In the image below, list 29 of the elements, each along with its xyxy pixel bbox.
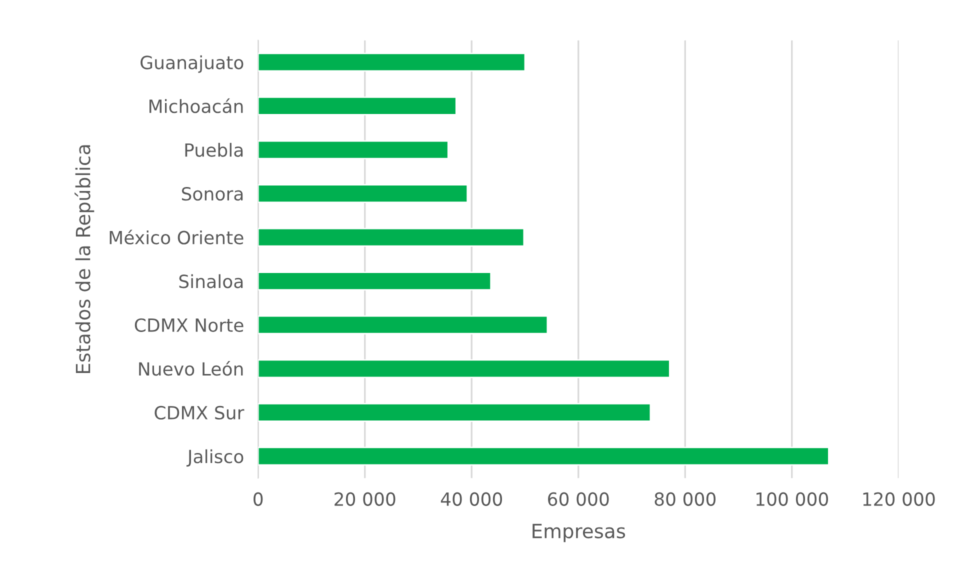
y-tick-label: Sinaloa (179, 274, 243, 288)
bar (258, 315, 548, 334)
x-tick-label: 80 000 (654, 492, 716, 506)
bar (258, 228, 525, 247)
x-tick-label: 60 000 (548, 492, 609, 506)
y-tick-label: Nuevo León (139, 361, 243, 376)
x-tick-label: 20 000 (334, 492, 396, 506)
y-tick-label: CDMX Norte (134, 318, 244, 332)
x-tick-label: 40 000 (440, 492, 502, 506)
y-tick-label: México Oriente (110, 230, 244, 244)
y-tick-label: Michoacán (149, 98, 243, 114)
x-tick-label: 0 (254, 492, 263, 506)
y-tick-label: Sonora (182, 186, 243, 201)
bar (258, 402, 652, 422)
x-tick-label: 120 000 (863, 492, 935, 506)
bar (258, 272, 492, 291)
x-axis-title: Empresas (532, 524, 626, 542)
y-tick-label: Jalisco (186, 449, 244, 467)
bar (258, 140, 449, 160)
y-tick-label: Puebla (185, 142, 243, 157)
y-tick-label: CDMX Sur (154, 406, 244, 420)
y-axis-title: Estados de la República (74, 145, 94, 374)
bar (258, 184, 468, 203)
y-tick-label: Guanajuato (140, 55, 244, 73)
bar (258, 359, 670, 378)
bar (258, 96, 457, 116)
bar (258, 446, 830, 466)
bar (258, 52, 526, 72)
x-tick-label: 100 000 (756, 492, 828, 506)
